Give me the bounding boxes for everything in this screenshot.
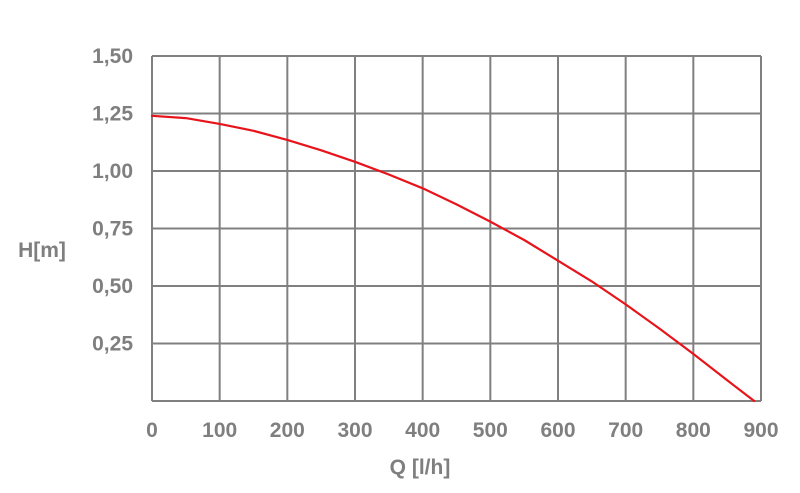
x-tick-label: 600 (540, 419, 575, 442)
y-tick-label: 0,75 (92, 218, 133, 241)
x-tick-label: 500 (473, 419, 508, 442)
x-axis-ticks: 0 100 200 300 400 500 600 700 800 900 (146, 419, 778, 442)
chart-series (150, 114, 756, 403)
y-tick-label: 1,00 (92, 160, 133, 183)
x-tick-label: 800 (676, 419, 711, 442)
pump-curve-line (150, 114, 756, 403)
x-tick-label: 100 (202, 419, 237, 442)
y-tick-label: 0,50 (92, 275, 133, 298)
y-tick-label: 1,25 (92, 103, 133, 126)
y-tick-label: 1,50 (92, 45, 133, 68)
y-axis-ticks: 0,25 0,50 0,75 1,00 1,25 1,50 (92, 45, 133, 356)
y-tick-label: 0,25 (92, 333, 133, 356)
y-axis-label: H[m] (18, 239, 66, 262)
x-tick-label: 0 (146, 419, 158, 442)
x-tick-label: 200 (270, 419, 305, 442)
chart-grid (151, 55, 762, 402)
x-axis-label: Q [l/h] (390, 456, 451, 479)
x-tick-label: 300 (337, 419, 372, 442)
x-tick-label: 400 (405, 419, 440, 442)
x-tick-label: 700 (608, 419, 643, 442)
x-tick-label: 900 (743, 419, 778, 442)
